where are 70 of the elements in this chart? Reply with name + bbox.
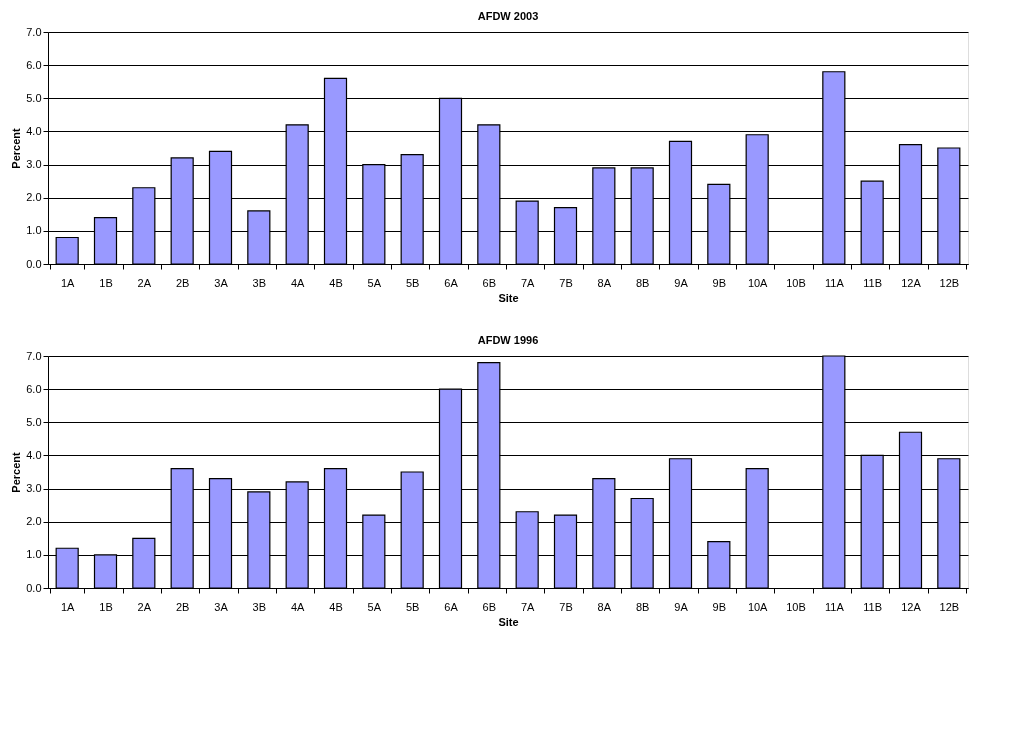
y-tick-label: 5.0	[26, 415, 42, 428]
y-tick-label: 6.0	[26, 58, 42, 71]
x-tick-label: 5A	[367, 276, 382, 289]
x-tick-label: 6B	[482, 276, 497, 289]
x-tick-label: 4B	[329, 276, 343, 289]
x-tick-label: 3B	[252, 276, 267, 289]
y-tick-label: 0.0	[26, 257, 42, 270]
x-tick-label: 2B	[175, 276, 190, 289]
x-tick-label: 12A	[901, 276, 922, 289]
x-axis-title: Site	[498, 615, 519, 628]
y-tick-label: 7.0	[26, 25, 42, 38]
x-tick-label: 5A	[367, 600, 382, 613]
y-axis-title: Percent	[10, 451, 23, 493]
x-tick-label: 1B	[99, 600, 113, 613]
y-tick-label: 3.0	[26, 158, 42, 171]
chart-title: AFDW 2003	[477, 10, 539, 22]
x-tick-label: 11B	[863, 276, 883, 289]
x-tick-label: 9B	[712, 276, 727, 289]
x-axis-title: Site	[498, 291, 519, 304]
x-tick-label: 1A	[60, 600, 76, 613]
x-tick-label: 9A	[674, 600, 689, 613]
x-tick-label: 4A	[290, 600, 306, 613]
x-tick-label: 8B	[635, 600, 650, 613]
x-tick-label: 10B	[786, 600, 806, 613]
x-tick-label: 10A	[747, 276, 769, 289]
x-tick-label: 5B	[405, 276, 420, 289]
x-tick-label: 1B	[99, 276, 113, 289]
x-tick-label: 2A	[137, 276, 152, 289]
x-tick-label: 8A	[597, 600, 612, 613]
y-tick-label: 3.0	[26, 482, 42, 495]
x-tick-label: 12B	[939, 276, 960, 289]
x-tick-label: 9A	[674, 276, 689, 289]
x-tick-label: 12B	[939, 600, 960, 613]
x-tick-label: 11B	[863, 600, 883, 613]
y-tick-label: 2.0	[26, 191, 42, 204]
y-tick-label: 4.0	[26, 124, 42, 137]
x-tick-label: 2B	[175, 600, 190, 613]
x-tick-label: 10B	[786, 276, 806, 289]
y-tick-label: 5.0	[26, 91, 42, 104]
chart-title: AFDW 1996	[477, 334, 539, 346]
x-tick-label: 8B	[635, 276, 650, 289]
y-tick-label: 7.0	[26, 349, 42, 362]
x-tick-label: 4A	[290, 276, 306, 289]
y-axis-title: Percent	[10, 127, 23, 169]
y-tick-label: 4.0	[26, 448, 42, 461]
x-tick-label: 2A	[137, 600, 152, 613]
x-tick-label: 11A	[824, 600, 845, 613]
y-tick-label: 1.0	[26, 224, 42, 237]
x-tick-label: 4B	[329, 600, 343, 613]
x-tick-label: 10A	[747, 600, 769, 613]
x-tick-label: 7A	[520, 600, 536, 613]
x-tick-label: 7B	[559, 600, 573, 613]
x-tick-label: 9B	[712, 600, 727, 613]
x-tick-label: 5B	[405, 600, 420, 613]
y-tick-label: 1.0	[26, 548, 42, 561]
y-tick-label: 0.0	[26, 581, 42, 594]
y-tick-label: 6.0	[26, 382, 42, 395]
x-tick-label: 6A	[444, 276, 459, 289]
x-tick-label: 7A	[520, 276, 536, 289]
x-tick-label: 11A	[824, 276, 845, 289]
x-tick-label: 6B	[482, 600, 497, 613]
x-tick-label: 6A	[444, 600, 459, 613]
y-tick-label: 2.0	[26, 515, 42, 528]
x-tick-label: 7B	[559, 276, 573, 289]
x-tick-label: 3A	[214, 276, 229, 289]
x-tick-label: 12A	[901, 600, 922, 613]
x-tick-label: 3A	[214, 600, 229, 613]
x-tick-label: 8A	[597, 276, 612, 289]
x-tick-label: 3B	[252, 600, 267, 613]
x-tick-label: 1A	[60, 276, 76, 289]
